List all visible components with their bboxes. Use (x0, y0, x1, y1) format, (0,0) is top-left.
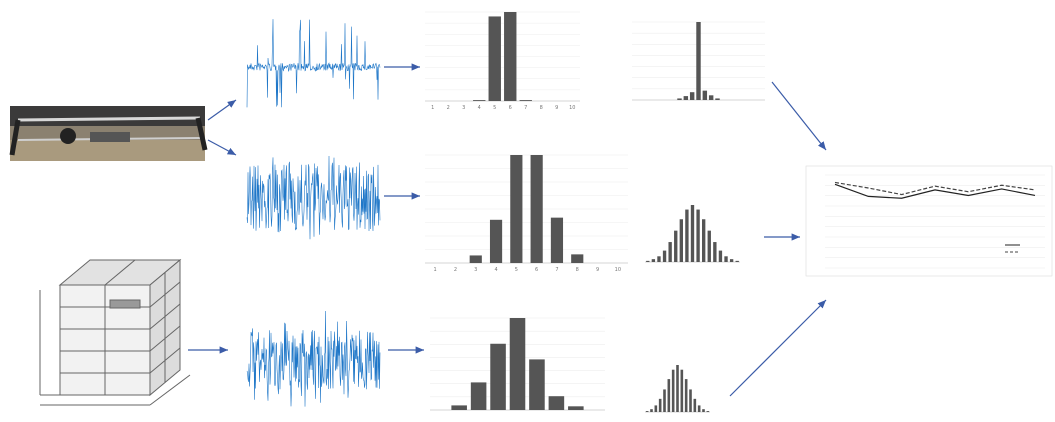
bar (473, 100, 485, 101)
bridge-photo (10, 106, 205, 161)
bar (470, 255, 482, 263)
bar (520, 100, 532, 101)
bar (681, 370, 684, 412)
x-tick-label: 1 (431, 105, 434, 111)
x-tick-label: 9 (555, 105, 558, 111)
x-tick-label: 6 (509, 105, 512, 111)
bar (451, 405, 467, 410)
bar (531, 155, 543, 263)
waveform (247, 19, 380, 107)
bar (571, 254, 583, 263)
waveform (247, 156, 380, 239)
bar (655, 405, 658, 412)
arrows (188, 67, 826, 396)
x-tick-label: 6 (535, 267, 538, 273)
arrow (208, 140, 236, 155)
x-tick-label: 5 (493, 105, 496, 111)
bar (724, 256, 727, 262)
bar (684, 96, 688, 100)
bar (668, 379, 671, 412)
arrow (730, 300, 826, 396)
bar (646, 411, 649, 412)
charts: 1 2 3 4 5 6 7 8 9 10 1 2 3 4 5 6 7 8 9 10 (247, 12, 1052, 412)
bar (680, 219, 683, 262)
bar (504, 12, 516, 101)
bar (702, 219, 705, 262)
x-tick-label: 10 (615, 267, 621, 273)
bar (489, 16, 501, 101)
bar (663, 251, 666, 262)
x-tick-label: 8 (576, 267, 579, 273)
bar (659, 399, 662, 412)
bar (529, 359, 545, 410)
bar (703, 91, 707, 100)
bar (719, 251, 722, 262)
bar (708, 231, 711, 262)
waveform (247, 311, 380, 407)
bar (490, 220, 502, 263)
bar (736, 261, 739, 262)
bar (657, 256, 660, 262)
bar (674, 231, 677, 262)
bar (510, 155, 522, 263)
bar (715, 98, 719, 100)
bar (510, 318, 526, 410)
x-tick-label: 8 (540, 105, 543, 111)
bar (490, 344, 506, 410)
bar (551, 218, 563, 263)
x-tick-label: 5 (515, 267, 518, 273)
bar (691, 205, 694, 262)
bar (471, 382, 487, 410)
bar (696, 210, 699, 262)
bar (698, 405, 701, 412)
bar (672, 370, 675, 412)
bar (676, 365, 679, 412)
x-tick-label: 10 (569, 105, 575, 111)
x-tick-label: 2 (447, 105, 450, 111)
arrow (772, 82, 826, 150)
bar (709, 95, 713, 100)
bar (713, 242, 716, 262)
bar (696, 22, 700, 100)
bar (663, 389, 666, 412)
bar (668, 242, 671, 262)
x-tick-label: 9 (596, 267, 599, 273)
x-tick-label: 1 (434, 267, 437, 273)
bar (707, 411, 710, 412)
result-chart-frame (806, 166, 1052, 276)
diagram: 1 2 3 4 5 6 7 8 9 10 1 2 3 4 5 6 7 8 9 10 (0, 0, 1055, 418)
bar (549, 396, 565, 410)
bar (652, 259, 655, 262)
x-tick-label: 4 (494, 267, 497, 273)
x-tick-label: 3 (462, 105, 465, 111)
bar (685, 210, 688, 262)
bar (690, 92, 694, 100)
x-tick-label: 7 (555, 267, 558, 273)
bar (730, 259, 733, 262)
bar (685, 379, 688, 412)
bar (650, 409, 653, 412)
bar (677, 98, 681, 100)
bar (568, 406, 584, 410)
bar (646, 261, 649, 262)
bar (702, 409, 705, 412)
bar (694, 399, 697, 412)
x-tick-label: 3 (474, 267, 477, 273)
bar (689, 389, 692, 412)
building-model (40, 260, 190, 405)
arrow (208, 100, 236, 120)
x-tick-label: 7 (524, 105, 527, 111)
x-tick-label: 2 (454, 267, 457, 273)
x-tick-label: 4 (478, 105, 481, 111)
